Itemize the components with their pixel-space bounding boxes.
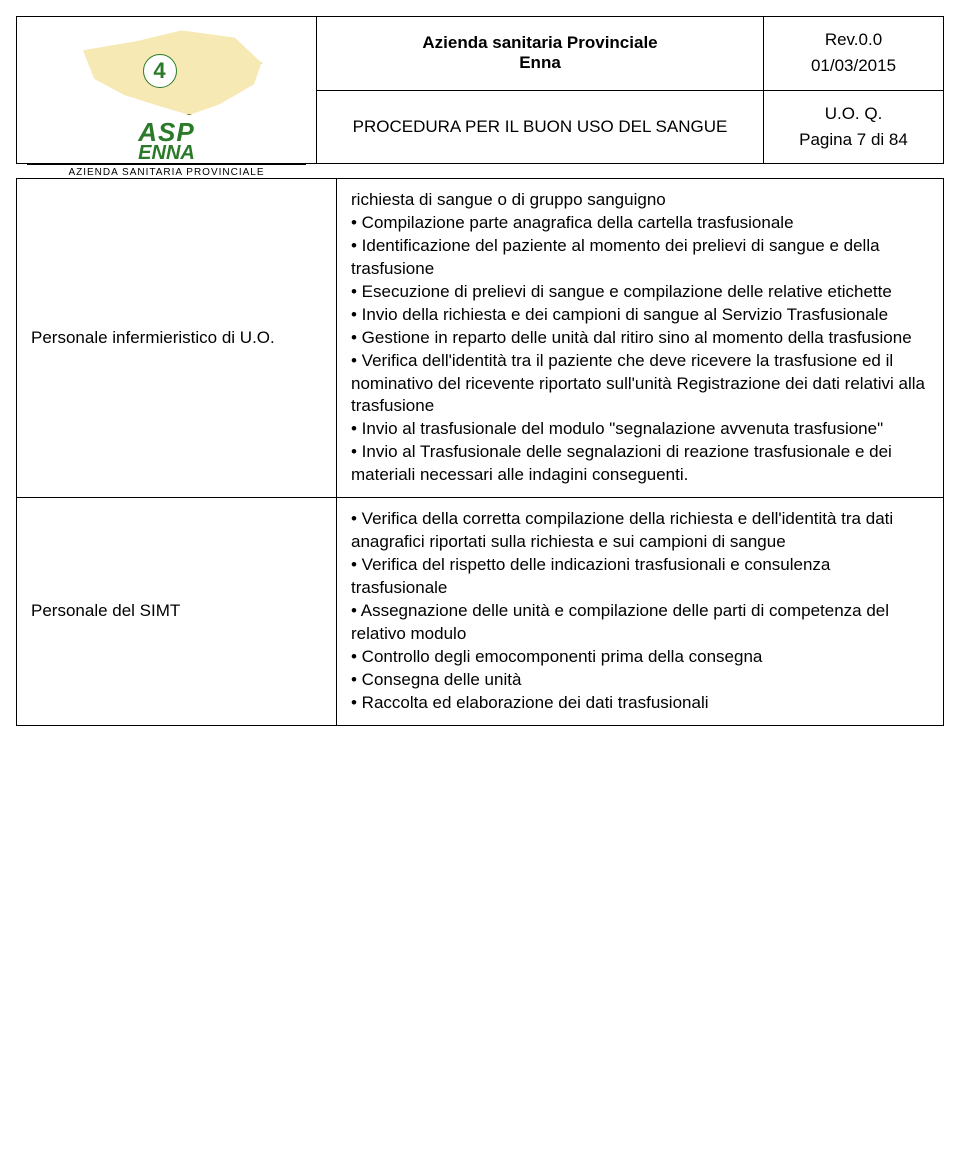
document-header: 4 ASP ENNA AZIENDA SANITARIA PROVINCIALE… — [16, 16, 944, 164]
revision: Rev.0.0 — [774, 30, 933, 50]
row-label: Personale del SIMT — [17, 498, 337, 725]
org-line2: Enna — [327, 53, 753, 73]
org-title-cell: Azienda sanitaria Provinciale Enna — [317, 17, 764, 91]
row-label: Personale infermieristico di U.O. — [17, 179, 337, 498]
content-line: richiesta di sangue o di gruppo sanguign… — [351, 189, 929, 212]
uoq-page-cell: U.O. Q. Pagina 7 di 84 — [764, 90, 944, 164]
logo-cell: 4 ASP ENNA AZIENDA SANITARIA PROVINCIALE — [17, 17, 317, 164]
rev-date-cell: Rev.0.0 01/03/2015 — [764, 17, 944, 91]
content-table: Personale infermieristico di U.O. richies… — [16, 178, 944, 726]
logo-text-asp: ASP — [27, 121, 306, 144]
content-line: • Raccolta ed elaborazione dei dati tras… — [351, 692, 929, 715]
content-line: • Esecuzione di prelievi di sangue e com… — [351, 281, 929, 304]
date: 01/03/2015 — [774, 56, 933, 76]
content-line: • Controllo degli emocomponenti prima de… — [351, 646, 929, 669]
region-number-badge: 4 — [143, 54, 177, 88]
uoq: U.O. Q. — [774, 104, 933, 124]
content-line: • Invio della richiesta e dei campioni d… — [351, 304, 929, 327]
procedure-title: PROCEDURA PER IL BUON USO DEL SANGUE — [317, 90, 764, 164]
logo-text-enna: ENNA — [27, 144, 306, 162]
org-logo: 4 ASP ENNA AZIENDA SANITARIA PROVINCIALE — [27, 25, 306, 155]
content-line: • Consegna delle unità — [351, 669, 929, 692]
table-row: Personale del SIMT • Verifica della corre… — [17, 498, 944, 725]
content-line: • Invio al trasfusionale del modulo "seg… — [351, 418, 929, 441]
content-line: • Verifica dell'identità tra il paziente… — [351, 350, 929, 419]
logo-text-sub: AZIENDA SANITARIA PROVINCIALE — [27, 164, 306, 178]
content-line: • Verifica del rispetto delle indicazion… — [351, 554, 929, 600]
row-content: richiesta di sangue o di gruppo sanguign… — [337, 179, 944, 498]
table-row: Personale infermieristico di U.O. richies… — [17, 179, 944, 498]
content-line: • Assegnazione delle unità e compilazion… — [351, 600, 929, 646]
org-line1: Azienda sanitaria Provinciale — [327, 33, 753, 53]
content-line: • Identificazione del paziente al moment… — [351, 235, 929, 281]
content-line: • Compilazione parte anagrafica della ca… — [351, 212, 929, 235]
content-line: • Gestione in reparto delle unità dal ri… — [351, 327, 929, 350]
row-content: • Verifica della corretta compilazione d… — [337, 498, 944, 725]
map-icon: 4 — [72, 25, 262, 115]
content-line: • Invio al Trasfusionale delle segnalazi… — [351, 441, 929, 487]
page-number: Pagina 7 di 84 — [774, 130, 933, 150]
content-line: • Verifica della corretta compilazione d… — [351, 508, 929, 554]
